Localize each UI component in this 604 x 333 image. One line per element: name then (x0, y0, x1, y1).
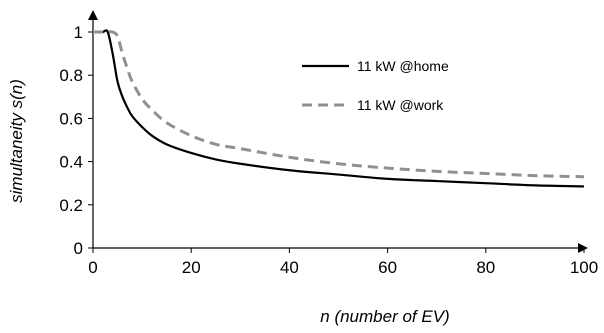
series-line-work (92, 30, 585, 179)
y-tick-label: 0.8 (59, 66, 83, 85)
x-axis-arrow (578, 243, 588, 253)
y-axis-label: simultaneity s(n) (7, 79, 26, 203)
x-tick-label: 80 (476, 258, 495, 277)
x-tick-label: 100 (570, 258, 598, 277)
y-tick-label: 0.6 (59, 109, 83, 128)
series-line-home (92, 29, 585, 188)
legend: 11 kW @home 11 kW @work (302, 58, 449, 113)
y-tick-label: 0.2 (59, 196, 83, 215)
x-axis-label: n (number of EV) (320, 307, 449, 326)
y-axis-arrow (88, 10, 98, 20)
x-tick-group: 0 20 40 60 80 100 (88, 248, 598, 277)
y-tick-group: 0 0.2 0.4 0.6 0.8 1 (59, 23, 93, 258)
x-tick-label: 40 (280, 258, 299, 277)
legend-label: 11 kW @work (357, 97, 444, 113)
y-tick-label: 0.4 (59, 153, 83, 172)
x-tick-label: 0 (88, 258, 97, 277)
axes (88, 10, 588, 253)
x-tick-label: 20 (182, 258, 201, 277)
y-tick-label: 1 (74, 23, 83, 42)
y-tick-label: 0 (74, 239, 83, 258)
x-tick-label: 60 (378, 258, 397, 277)
series-group (92, 29, 585, 188)
legend-label: 11 kW @home (357, 58, 449, 74)
